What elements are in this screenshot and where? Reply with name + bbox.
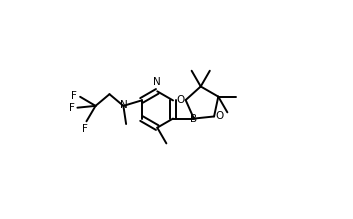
Text: N: N bbox=[120, 100, 127, 110]
Text: O: O bbox=[176, 95, 185, 105]
Text: O: O bbox=[215, 111, 223, 122]
Text: N: N bbox=[154, 77, 161, 87]
Text: F: F bbox=[82, 124, 88, 134]
Text: F: F bbox=[71, 91, 77, 101]
Text: F: F bbox=[69, 103, 75, 113]
Text: B: B bbox=[190, 114, 197, 124]
